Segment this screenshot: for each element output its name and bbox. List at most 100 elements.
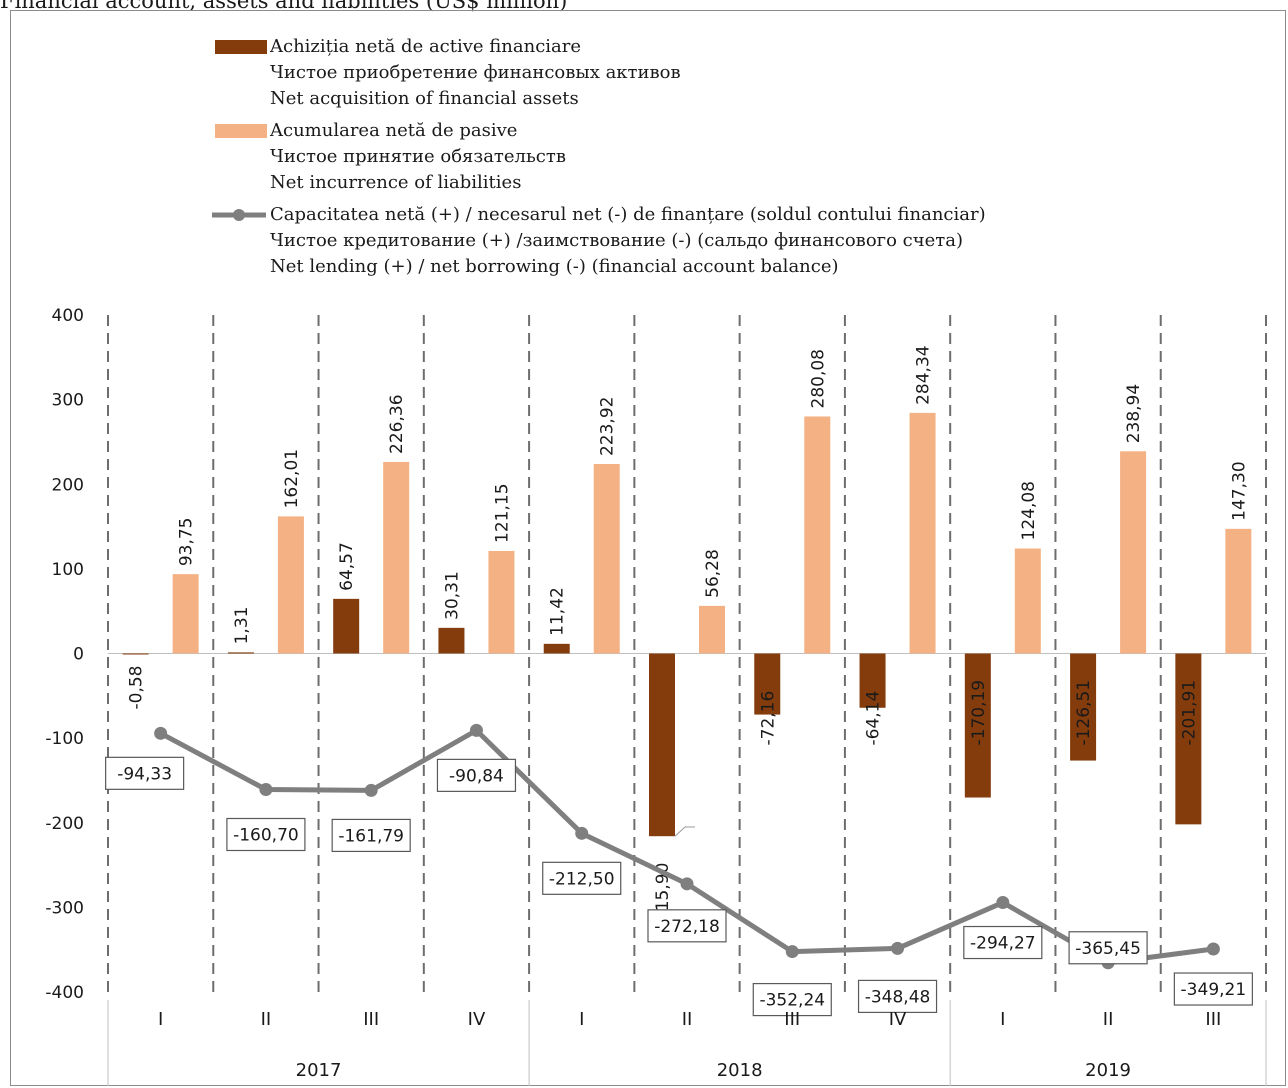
- balance-marker: [154, 726, 168, 740]
- bar-assets: [438, 627, 465, 654]
- balance-value-label: -349,21: [1181, 980, 1247, 1000]
- quarter-label: III: [363, 1009, 379, 1030]
- legend-label-assets-ru: Чистое приобретение финансовых активов: [270, 62, 681, 83]
- legend-swatch-balance: [212, 209, 266, 221]
- balance-value-box: [963, 925, 1043, 960]
- balance-value-box: [857, 979, 938, 1014]
- balance-marker: [996, 896, 1010, 910]
- year-label: 2017: [296, 1060, 342, 1081]
- data-label-assets: -201,91: [1179, 680, 1199, 746]
- legend-item-balance: Capacitatea netă (+) / necesarul net (-)…: [210, 202, 986, 280]
- quarter-label: IV: [468, 1009, 486, 1030]
- bar-liabilities: [488, 550, 515, 654]
- data-label-liabilities: 226,36: [387, 394, 407, 453]
- bar-liabilities: [593, 464, 620, 654]
- bar-liabilities: [1225, 528, 1252, 654]
- data-label-assets: -126,51: [1074, 680, 1094, 746]
- quarter-label: II: [682, 1009, 693, 1030]
- quarter-label: I: [579, 1009, 584, 1030]
- y-tick-label: -400: [45, 983, 84, 1003]
- year-label: 2018: [717, 1060, 763, 1081]
- bar-assets: [649, 653, 675, 837]
- y-tick-label: 0: [73, 645, 84, 665]
- balance-marker: [1206, 942, 1220, 956]
- bar-assets: [964, 653, 991, 798]
- balance-value-label: -352,24: [759, 991, 825, 1011]
- balance-value-box: [542, 861, 622, 895]
- chart-frame: [10, 10, 1286, 1086]
- data-label-liabilities: 238,94: [1124, 384, 1144, 443]
- y-tick-label: 300: [52, 391, 84, 411]
- data-label-liabilities: 284,34: [914, 345, 934, 404]
- balance-value-box: [226, 817, 306, 852]
- legend-label-balance-ro: Capacitatea netă (+) / necesarul net (-)…: [270, 204, 986, 225]
- data-label-assets: -0,58: [127, 666, 147, 710]
- balance-value-label: -160,70: [233, 825, 299, 845]
- data-label-assets: 11,42: [548, 587, 568, 636]
- bar-liabilities: [1014, 548, 1041, 654]
- balance-value-label: -365,45: [1075, 939, 1141, 959]
- balance-value-box: [331, 818, 411, 853]
- legend-label-assets-ro: Achiziția netă de active financiare: [270, 36, 582, 57]
- balance-value-box: [436, 758, 517, 792]
- legend-label-liabilities-ro: Acumularea netă de pasive: [270, 120, 518, 141]
- data-label-assets: 64,57: [337, 542, 357, 591]
- legend-label-assets-en: Net acquisition of financial assets: [270, 88, 579, 109]
- legend-label-balance-ru: Чистое кредитование (+) /заимствование (…: [270, 230, 963, 251]
- bar-assets: [122, 653, 149, 655]
- data-label-liabilities: 56,28: [703, 549, 723, 598]
- balance-value-label: -272,18: [654, 917, 720, 937]
- balance-marker: [364, 783, 378, 797]
- y-tick-label: 400: [52, 306, 84, 326]
- balance-value-label: -90,84: [449, 766, 504, 786]
- balance-marker: [469, 723, 483, 737]
- quarter-label: IV: [889, 1009, 907, 1030]
- balance-value-box: [752, 982, 832, 1017]
- bar-liabilities: [277, 516, 304, 654]
- quarter-label: III: [1205, 1009, 1221, 1030]
- bar-assets: [754, 653, 781, 715]
- balance-marker: [259, 782, 273, 796]
- quarter-label: III: [784, 1009, 800, 1030]
- bar-assets: [227, 652, 254, 654]
- data-label-liabilities: 223,92: [598, 397, 618, 456]
- data-label-assets: -64,14: [864, 691, 884, 746]
- legend-label-liabilities-en: Net incurrence of liabilities: [270, 172, 522, 193]
- chart-title: Financial account, assets and liabilitie…: [0, 0, 568, 13]
- balance-value-box: [647, 909, 727, 943]
- bar-assets: [543, 643, 570, 654]
- bar-liabilities: [1120, 451, 1147, 654]
- balance-value-label: -294,27: [970, 934, 1036, 954]
- balance-marker: [891, 941, 905, 955]
- quarter-label: II: [261, 1009, 272, 1030]
- bar-assets: [859, 653, 886, 708]
- quarter-label: II: [1103, 1009, 1114, 1030]
- y-tick-label: 100: [52, 560, 84, 580]
- quarter-label: I: [158, 1009, 163, 1030]
- quarter-label: I: [1000, 1009, 1005, 1030]
- bar-assets: [1070, 653, 1097, 761]
- data-label-assets: -170,19: [969, 680, 989, 746]
- legend-label-balance-en: Net lending (+) / net borrowing (-) (fin…: [270, 256, 839, 277]
- bar-assets: [333, 598, 360, 654]
- bar-liabilities: [699, 605, 725, 654]
- balance-marker: [680, 877, 694, 891]
- bar-liabilities: [804, 416, 831, 654]
- balance-value-box: [1173, 972, 1253, 1006]
- legend-label-liabilities-ru: Чистое принятие обязательств: [270, 146, 566, 167]
- balance-value-box: [1068, 931, 1148, 965]
- balance-value-label: -348,48: [865, 987, 931, 1007]
- label-leader-line: [674, 826, 695, 837]
- balance-value-box: [105, 756, 185, 790]
- balance-value-label: -94,33: [117, 764, 172, 784]
- legend-swatch-assets: [215, 40, 267, 54]
- year-label: 2019: [1085, 1060, 1131, 1081]
- data-label-liabilities: 93,75: [177, 517, 197, 566]
- data-label-liabilities: 147,30: [1229, 461, 1249, 520]
- y-tick-label: -300: [45, 898, 84, 918]
- bar-liabilities: [172, 574, 199, 654]
- balance-marker: [785, 945, 799, 959]
- balance-marker: [575, 826, 589, 840]
- bar-assets: [1175, 653, 1202, 825]
- data-label-assets: 30,31: [442, 571, 462, 620]
